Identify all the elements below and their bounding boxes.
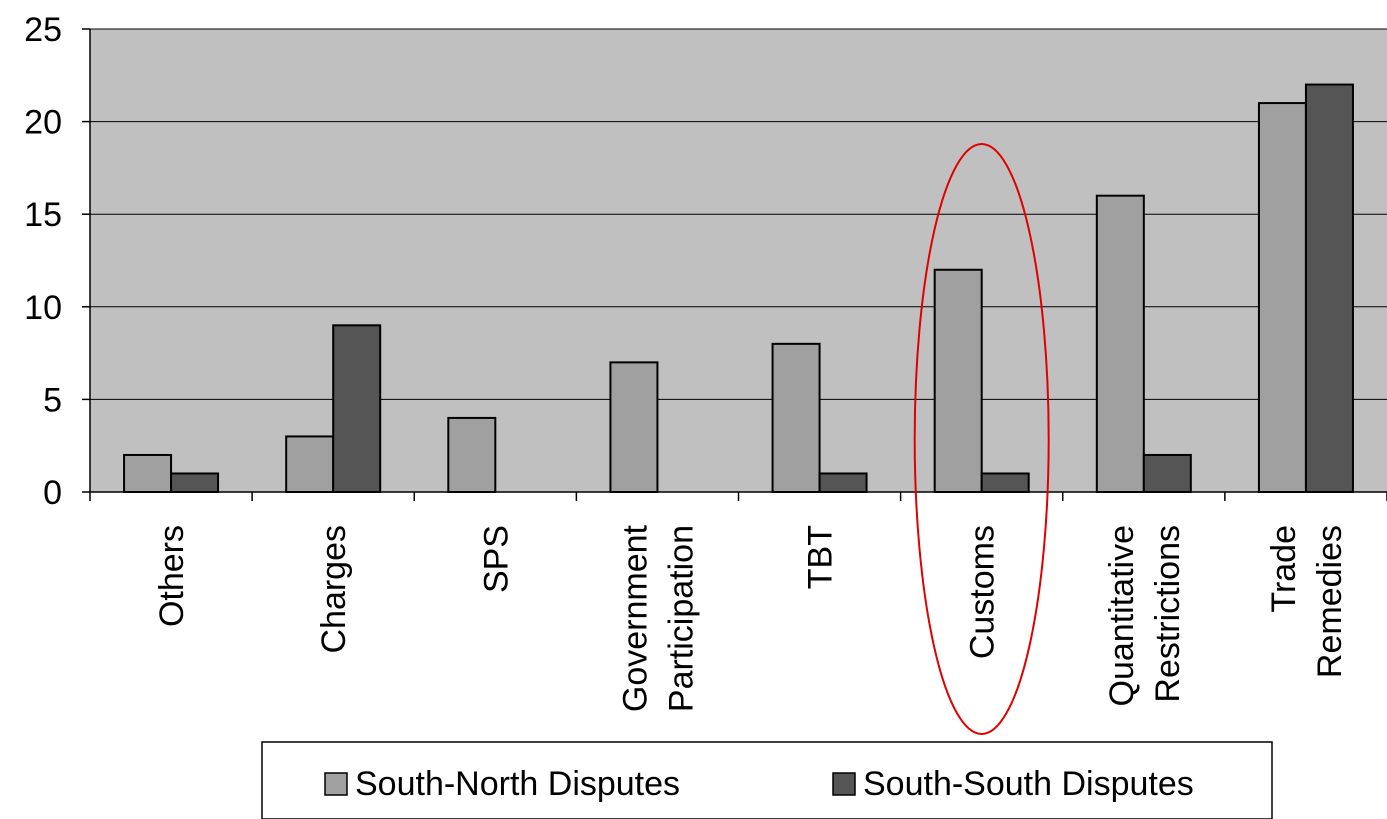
legend-label-south-south: South-South Disputes	[863, 765, 1194, 803]
bar-south-north-disputes-quantitative-restrictions	[1095, 194, 1145, 493]
category-label-others: Others	[153, 525, 191, 627]
bar-south-north-disputes-others	[123, 453, 173, 493]
category-label-charges: Charges	[315, 525, 353, 654]
category-label-government: Government	[616, 524, 654, 712]
category-label-customs: Customs	[964, 525, 1002, 659]
y-tick-label-10: 10	[24, 289, 62, 327]
bar-south-north-disputes-customs	[933, 268, 983, 494]
bar-south-north-disputes-government-participation	[609, 361, 659, 493]
category-label-tbt: TBT	[802, 525, 840, 589]
category-label-remedies: Remedies	[1311, 525, 1349, 678]
category-label-restrictions: Restrictions	[1149, 525, 1187, 703]
category-label-trade: Trade	[1265, 525, 1303, 613]
bar-south-south-disputes-others	[170, 472, 220, 494]
bar-south-south-disputes-tbt	[818, 472, 868, 494]
bar-south-north-disputes-trade-remedies	[1257, 102, 1307, 494]
bar-south-north-disputes-sps	[447, 416, 497, 494]
bar-south-north-disputes-tbt	[771, 342, 821, 493]
plot-area	[90, 29, 1387, 492]
bar-south-south-disputes-customs	[980, 472, 1030, 494]
legend-swatch-south-south	[832, 772, 856, 796]
x-axis-ticks	[89, 492, 1387, 501]
bar-south-north-disputes-charges	[285, 435, 335, 494]
category-label-participation: Participation	[662, 525, 700, 712]
category-label-sps: SPS	[477, 525, 515, 593]
y-tick-label-5: 5	[43, 381, 62, 419]
legend: South-North Disputes South-South Dispute…	[261, 741, 1273, 819]
bar-south-south-disputes-trade-remedies	[1304, 83, 1354, 493]
category-labels: Others Charges SPS Government Participation T…	[153, 524, 1349, 712]
category-label-quantitative: Quantitative	[1103, 525, 1141, 706]
y-tick-label-0: 0	[43, 474, 62, 512]
legend-swatch-south-north	[324, 772, 348, 796]
bars	[123, 83, 1354, 494]
bar-south-south-disputes-quantitative-restrictions	[1142, 453, 1192, 493]
y-axis-ticks: 0 5 10 15 20 25	[24, 11, 90, 512]
y-tick-label-15: 15	[24, 196, 62, 234]
legend-box	[261, 741, 1273, 819]
legend-label-south-north: South-North Disputes	[355, 765, 680, 803]
y-tick-label-25: 25	[24, 11, 62, 49]
highlight-ellipse	[913, 143, 1050, 735]
bar-south-south-disputes-charges	[332, 324, 382, 493]
y-tick-label-20: 20	[24, 104, 62, 142]
